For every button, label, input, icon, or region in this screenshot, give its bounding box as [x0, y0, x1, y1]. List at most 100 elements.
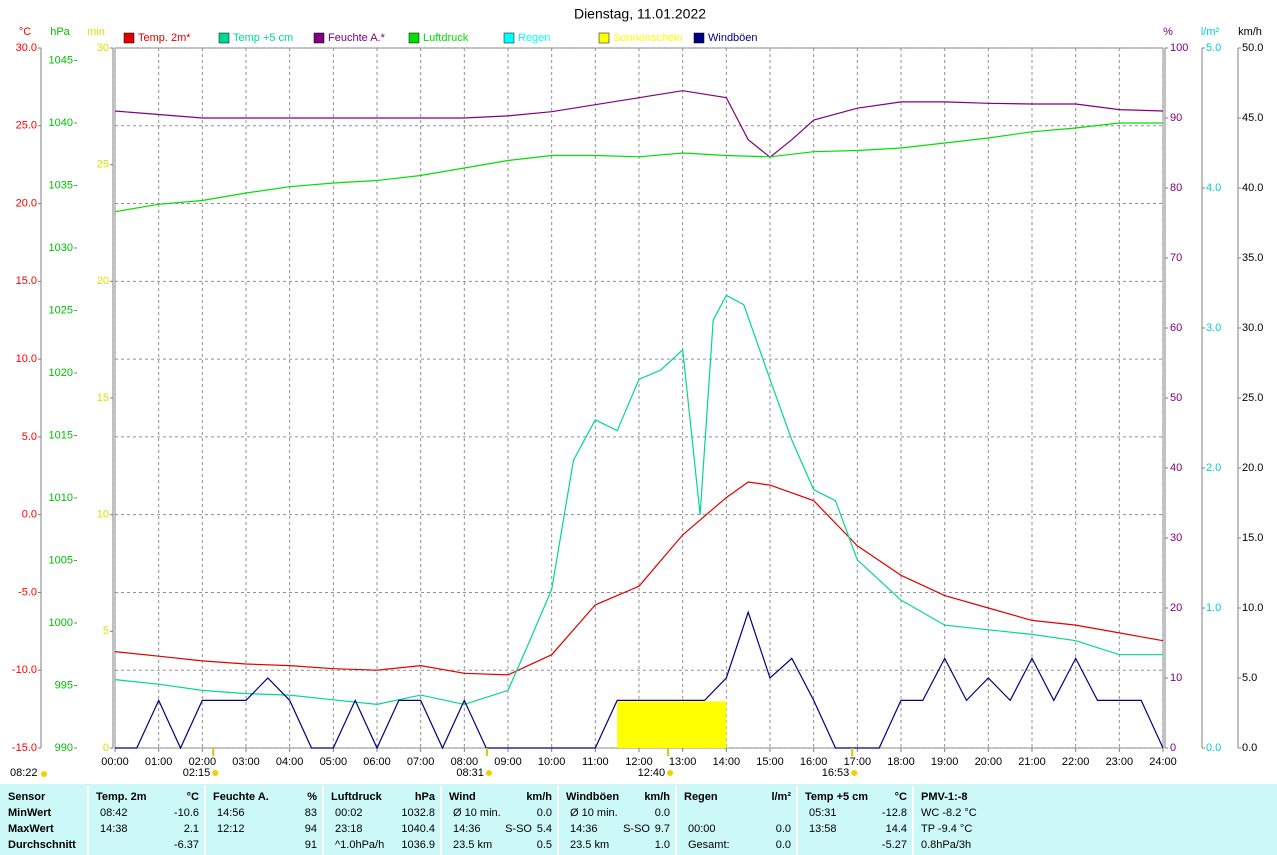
y-tick-label: -5.0	[18, 586, 37, 598]
table-cell: 0.0	[537, 807, 552, 819]
y-tick-label: 1025	[49, 304, 73, 316]
legend-label: Windböen	[708, 32, 758, 44]
event-icon	[667, 770, 674, 776]
y-tick-label: 5.0	[1206, 42, 1221, 54]
table-cell: -6.37	[174, 839, 199, 851]
y-tick-label: 5.0	[1242, 672, 1257, 684]
row-label: MaxWert	[8, 823, 54, 835]
y-tick-label: 80	[1170, 182, 1182, 194]
table-cell: 91	[305, 839, 317, 851]
table-cell: 00:00	[688, 823, 716, 835]
axis-unit: °C	[19, 26, 31, 38]
y-tick-label: 2.0	[1206, 462, 1221, 474]
y-tick-label: 30.0	[1242, 322, 1263, 334]
y-tick-label: 40	[1170, 462, 1182, 474]
legend-label: Regen	[518, 32, 550, 44]
event-label: 12:40	[638, 767, 666, 779]
x-tick-label: 12:00	[625, 756, 653, 768]
column-title: Wind	[449, 791, 476, 803]
table-cell: 23.5 km	[453, 839, 492, 851]
legend-swatch	[408, 32, 420, 44]
event-icon	[851, 770, 858, 776]
axis-unit: hPa	[50, 26, 70, 38]
y-tick-label: 10.0	[1242, 602, 1263, 614]
y-tick-label: 70	[1170, 252, 1182, 264]
x-tick-label: 09:00	[494, 756, 522, 768]
table-cell: 1.0	[655, 839, 670, 851]
table-cell: ^1.0hPa/h	[335, 839, 384, 851]
y-tick-label: 45.0	[1242, 112, 1263, 124]
table-cell: TP -9.4 °C	[921, 823, 972, 835]
legend-swatch	[693, 32, 705, 44]
legend-swatch	[598, 32, 610, 44]
y-tick-label: 20.0	[16, 197, 37, 209]
y-tick-label: 20	[97, 275, 109, 287]
y-tick-label: 1010	[49, 492, 73, 504]
y-tick-label: 50	[1170, 392, 1182, 404]
y-tick-label: 10.0	[16, 353, 37, 365]
x-tick-label: 06:00	[363, 756, 391, 768]
series-line	[114, 294, 1163, 706]
y-tick-label: 30	[97, 42, 109, 54]
table-cell: -12.8	[882, 807, 907, 819]
table-cell: 05:31	[809, 807, 837, 819]
y-tick-label: 100	[1170, 42, 1188, 54]
table-cell: 1040.4	[401, 823, 435, 835]
event-icon	[485, 770, 492, 776]
x-tick-label: 17:00	[844, 756, 872, 768]
event-label: 08:31	[456, 767, 484, 779]
x-tick-label: 03:00	[232, 756, 260, 768]
y-tick-label: 995	[55, 679, 73, 691]
column-unit: l/m²	[771, 791, 791, 803]
table-cell: S-SO	[505, 823, 532, 835]
column-unit: %	[307, 791, 317, 803]
y-tick-label: 15	[97, 392, 109, 404]
chart-title: Dienstag, 11.01.2022	[574, 6, 706, 22]
table-cell: 23.5 km	[570, 839, 609, 851]
x-tick-label: 02:00	[189, 756, 217, 768]
y-tick-label: 15.0	[16, 275, 37, 287]
y-tick-label: 15.0	[1242, 532, 1263, 544]
y-tick-label: 25.0	[1242, 392, 1263, 404]
table-cell: 0.5	[537, 839, 552, 851]
y-tick-label: 1035	[49, 179, 73, 191]
x-tick-label: 16:00	[800, 756, 828, 768]
table-cell: 0.0	[655, 807, 670, 819]
row-label: Durchschnitt	[8, 839, 76, 851]
legend-label: Temp +5 cm	[233, 32, 293, 44]
y-tick-label: 5.0	[22, 431, 37, 443]
sunshine-bar	[617, 701, 727, 748]
y-tick-label: 1000	[49, 617, 73, 629]
column-unit: °C	[187, 791, 199, 803]
table-cell: 0.8hPa/3h	[921, 839, 971, 851]
table-cell: 83	[305, 807, 317, 819]
table-cell: WC -8.2 °C	[921, 807, 977, 819]
x-tick-label: 00:00	[101, 756, 129, 768]
x-tick-label: 22:00	[1062, 756, 1090, 768]
y-tick-label: 0.0	[1242, 742, 1257, 754]
y-tick-label: 1.0	[1206, 602, 1221, 614]
axis-unit: %	[1163, 26, 1173, 38]
y-tick-label: 90	[1170, 112, 1182, 124]
y-tick-label: 10	[97, 509, 109, 521]
row-label: MinWert	[8, 807, 52, 819]
table-corner: Sensor	[8, 791, 46, 803]
y-tick-label: 990	[55, 742, 73, 754]
summary-background	[0, 784, 1277, 855]
y-tick-label: 0	[1170, 742, 1176, 754]
column-title: Temp +5 cm	[805, 791, 868, 803]
table-cell: S-SO	[623, 823, 650, 835]
x-tick-label: 10:00	[538, 756, 566, 768]
column-unit: km/h	[526, 791, 552, 803]
column-title: Temp. 2m	[96, 791, 147, 803]
y-tick-label: 1030	[49, 242, 73, 254]
y-tick-label: 3.0	[1206, 322, 1221, 334]
x-tick-label: 24:00	[1149, 756, 1177, 768]
table-cell: 9.7	[655, 823, 670, 835]
column-title: PMV-1:-8	[921, 791, 967, 803]
legend-label: Luftdruck	[423, 32, 469, 44]
table-cell: 94	[305, 823, 317, 835]
event-label: 16:53	[822, 767, 850, 779]
table-cell: 13:58	[809, 823, 837, 835]
